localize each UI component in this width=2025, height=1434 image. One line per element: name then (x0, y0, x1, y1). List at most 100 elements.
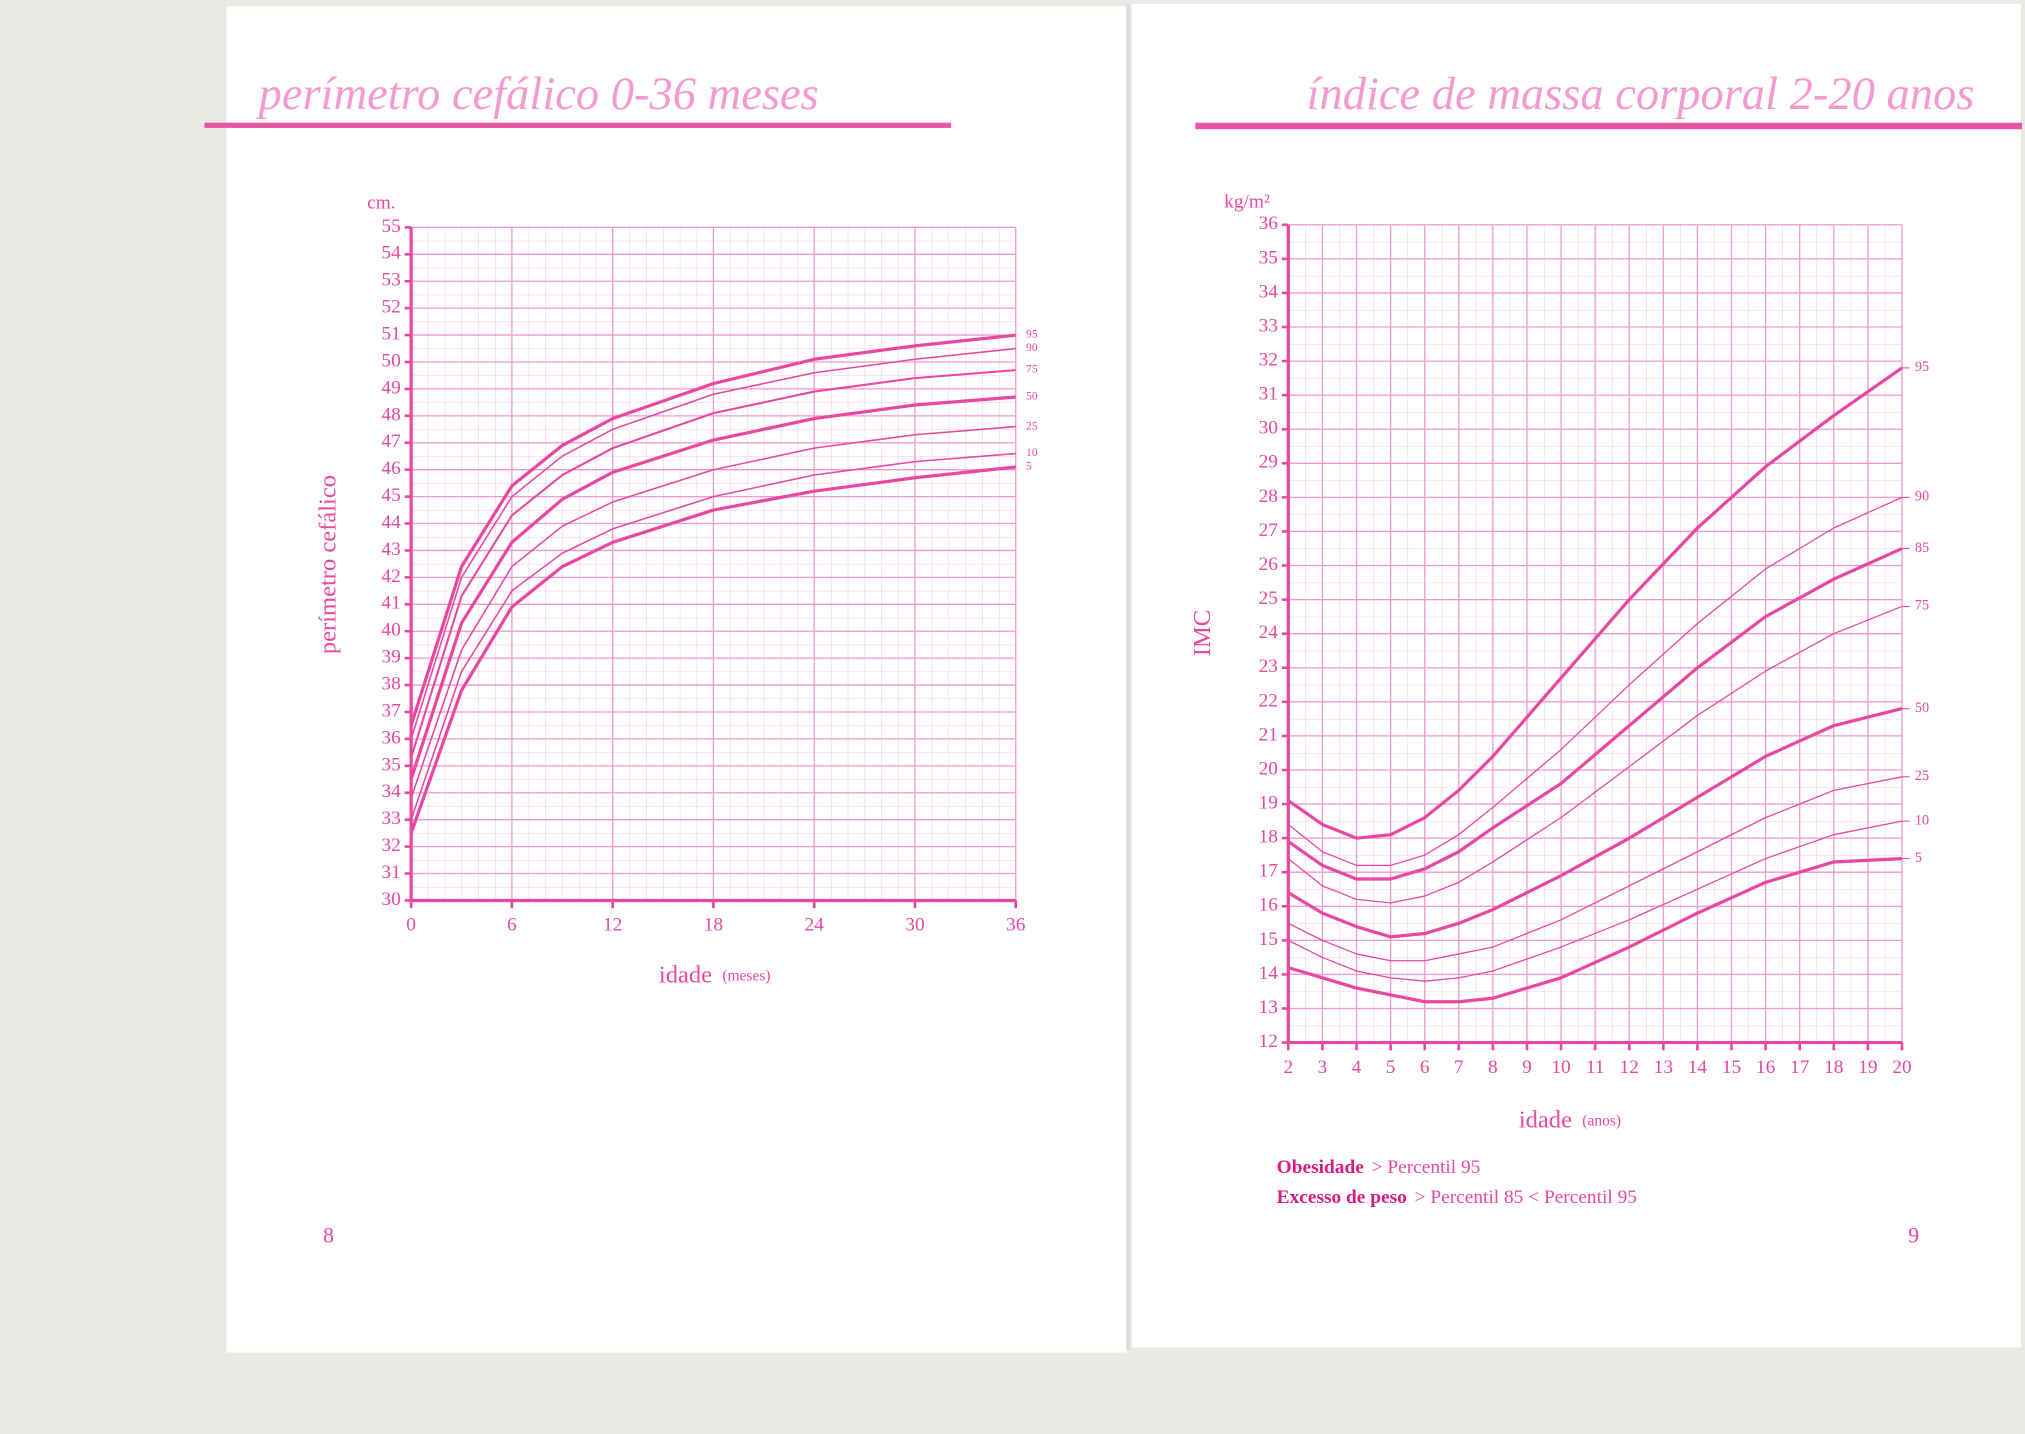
y-unit: cm. (367, 193, 396, 214)
percentile-label: 95 (1026, 328, 1038, 341)
percentile-label: 75 (1026, 363, 1038, 376)
percentile-curve (409, 395, 1016, 780)
x-tick-label: 6 (1420, 1057, 1430, 1078)
x-tick-label: 17 (1790, 1057, 1810, 1078)
page-title: índice de massa corporal 2-20 anos (1307, 69, 1975, 120)
y-axis-title: perímetro cefálico (314, 475, 341, 654)
note-text: > Percentil 85 < Percentil 95 (1415, 1187, 1637, 1208)
note-term: Obesidade (1277, 1158, 1365, 1179)
x-tick-label: 14 (1688, 1057, 1708, 1078)
x-axis-title: idade (anos) (1519, 1106, 1621, 1133)
y-tick-label: 33 (381, 808, 400, 829)
percentile-curve (1288, 820, 1903, 982)
percentile-label: 10 (1026, 446, 1038, 459)
y-tick-label: 41 (381, 593, 400, 614)
y-tick-label: 54 (381, 243, 401, 264)
percentile-curve (410, 425, 1016, 799)
y-tick-label: 48 (381, 404, 400, 425)
percentile-curve (1288, 776, 1903, 962)
x-tick-label: 18 (704, 915, 723, 936)
page-number: 8 (323, 1223, 334, 1248)
percentile-label: 25 (1026, 419, 1038, 432)
y-tick-label: 30 (1259, 418, 1278, 439)
y-tick-label: 51 (381, 324, 400, 345)
percentile-label: 50 (1026, 390, 1038, 403)
percentile-curve (409, 333, 1016, 726)
header-bar (204, 122, 952, 128)
percentile-label: 75 (1915, 598, 1929, 614)
percentile-label: 90 (1915, 489, 1929, 505)
y-tick-label: 39 (381, 647, 400, 668)
note: Obesidade > Percentil 95 (1277, 1158, 1481, 1179)
y-axis-title: IMC (1189, 610, 1216, 656)
y-tick-label: 33 (1259, 315, 1278, 336)
y-tick-label: 55 (381, 216, 400, 237)
x-tick-label: 11 (1586, 1057, 1605, 1078)
y-tick-label: 22 (1259, 690, 1278, 711)
x-tick-label: 8 (1488, 1057, 1498, 1078)
note-term: Excesso de peso (1277, 1187, 1407, 1208)
percentile-curve (1287, 707, 1903, 939)
header-bar (1195, 122, 2023, 130)
y-tick-label: 19 (1259, 792, 1278, 813)
x-axis-title: idade (659, 961, 712, 988)
x-axis-unit: (meses) (722, 967, 770, 984)
y-tick-label: 40 (381, 620, 400, 641)
x-axis-title: idade (meses) (659, 961, 771, 988)
percentile-curve (1287, 496, 1903, 867)
y-tick-label: 46 (381, 458, 401, 479)
x-tick-label: 30 (905, 915, 924, 936)
x-tick-label: 36 (1006, 915, 1026, 936)
y-tick-label: 31 (1259, 384, 1278, 405)
page-title: perímetro cefálico 0-36 meses (256, 69, 819, 120)
y-tick-label: 36 (381, 727, 401, 748)
y-tick-label: 49 (381, 377, 400, 398)
y-tick-label: 14 (1259, 963, 1279, 984)
percentile-curve (410, 347, 1016, 740)
percentile-label: 50 (1915, 700, 1929, 716)
y-tick-label: 13 (1259, 997, 1278, 1018)
x-tick-label: 18 (1824, 1057, 1843, 1078)
x-tick-label: 16 (1756, 1057, 1776, 1078)
percentile-label: 90 (1026, 341, 1038, 354)
x-tick-label: 5 (1386, 1057, 1396, 1078)
y-tick-label: 12 (1259, 1031, 1278, 1052)
percentile-label: 95 (1915, 359, 1929, 375)
y-tick-label: 25 (1259, 588, 1278, 609)
page-number: 9 (1908, 1223, 1919, 1248)
percentile-label: 5 (1915, 850, 1922, 866)
y-tick-label: 30 (381, 889, 400, 910)
x-tick-label: 24 (805, 915, 825, 936)
x-tick-label: 12 (603, 915, 622, 936)
percentile-curve (410, 452, 1016, 820)
y-unit: kg/m² (1224, 191, 1270, 212)
y-tick-label: 23 (1259, 656, 1278, 677)
note: Excesso de peso > Percentil 85 < Percenti… (1277, 1187, 1637, 1208)
x-tick-label: 20 (1892, 1057, 1911, 1078)
x-tick-label: 6 (507, 915, 517, 936)
y-tick-label: 45 (381, 485, 400, 506)
x-tick-label: 2 (1283, 1057, 1293, 1078)
y-tick-label: 38 (381, 674, 400, 695)
y-tick-label: 37 (381, 700, 401, 721)
y-tick-label: 35 (1259, 247, 1278, 268)
x-tick-label: 19 (1858, 1057, 1877, 1078)
percentile-curve (1287, 547, 1903, 881)
y-tick-label: 44 (381, 512, 401, 533)
y-tick-label: 24 (1259, 622, 1279, 643)
x-tick-label: 3 (1318, 1057, 1328, 1078)
percentile-curve (1287, 366, 1903, 840)
x-tick-label: 12 (1620, 1057, 1639, 1078)
y-tick-label: 42 (381, 566, 400, 587)
x-tick-label: 4 (1352, 1057, 1362, 1078)
y-tick-label: 15 (1259, 929, 1278, 950)
y-tick-label: 34 (1259, 281, 1279, 302)
percentile-curve (409, 465, 1016, 834)
y-tick-label: 36 (1259, 213, 1279, 234)
percentile-label: 85 (1915, 540, 1929, 556)
y-tick-label: 52 (381, 297, 400, 318)
percentile-label: 5 (1026, 460, 1032, 473)
percentile-label: 25 (1915, 768, 1929, 784)
y-tick-label: 21 (1259, 724, 1278, 745)
